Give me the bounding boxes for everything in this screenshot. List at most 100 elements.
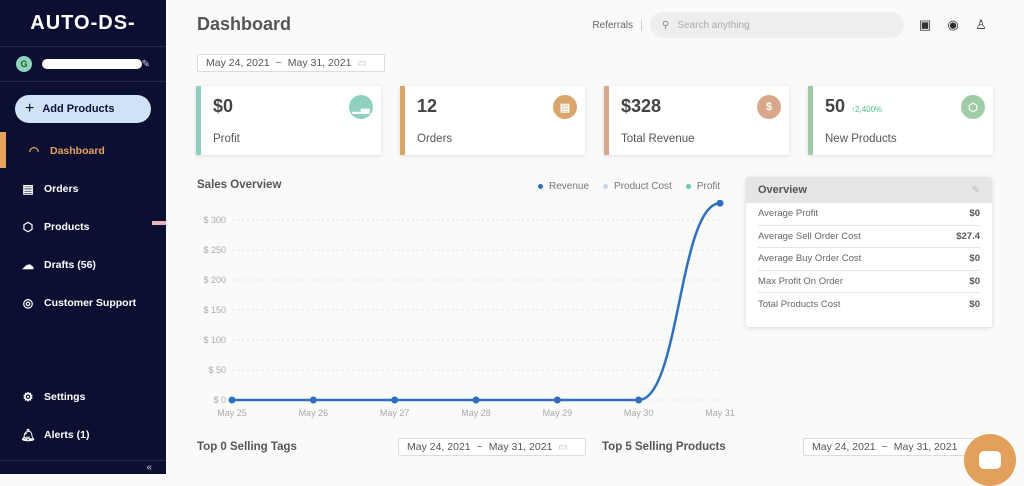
sidebar-item-label: Orders	[44, 183, 79, 195]
sidebar-item-label: Products	[44, 221, 90, 233]
legend-revenue[interactable]: Revenue	[538, 181, 589, 192]
add-products-button[interactable]: + Add Products	[15, 95, 151, 123]
overview-row: Average Sell Order Cost $27.4	[758, 226, 980, 249]
topbar: Referrals ⚲ Search anything ▣ ◉ ♙	[592, 12, 988, 38]
svg-text:May 28: May 28	[461, 408, 491, 418]
legend-profit[interactable]: Profit	[685, 181, 720, 192]
box-icon: ⬡	[22, 220, 34, 234]
page-title: Dashboard	[197, 14, 292, 34]
chart-grid	[232, 219, 720, 401]
cloud-upload-icon: ☁	[22, 258, 34, 272]
sidebar-item-drafts[interactable]: ☁ Drafts (56)	[0, 246, 166, 284]
bell-icon: 🔔︎	[20, 428, 36, 442]
products-date-range-picker[interactable]: May 24, 2021 ~ May 31, 2021	[803, 438, 991, 456]
sidebar-item-customer-support[interactable]: ◎ Customer Support	[0, 284, 166, 322]
data-points	[228, 200, 724, 404]
clipboard-icon: ▤	[22, 182, 34, 196]
collapse-sidebar-icon[interactable]: «	[146, 462, 152, 473]
stat-value: 50 ↑2,400%	[825, 96, 883, 116]
overview-header: Overview ✎	[746, 177, 992, 203]
svg-text:May 26: May 26	[299, 408, 329, 418]
stat-card-profit: $0 Profit ▁▃	[196, 86, 381, 155]
sidebar-item-label: Settings	[44, 391, 86, 403]
overview-row: Total Products Cost $0	[758, 299, 980, 311]
tags-date-range-picker[interactable]: May 24, 2021 ~ May 31, 2021 ▭	[398, 438, 586, 456]
revenue-line	[232, 201, 721, 402]
legend-product-cost[interactable]: Product Cost	[603, 181, 672, 192]
sidebar-item-label: Drafts (56)	[44, 259, 96, 271]
lifebuoy-icon[interactable]: ◉	[947, 17, 959, 32]
logo[interactable]: AUTO-DS-	[30, 11, 136, 34]
top-selling-tags-title: Top 0 Selling Tags	[197, 441, 297, 453]
sidebar-item-label: Customer Support	[44, 297, 137, 309]
user-profile[interactable]: G ✎	[0, 47, 166, 81]
sidebar-item-dashboard[interactable]: ◠ Dashboard	[0, 132, 166, 170]
sales-line-chart[interactable]: $ 0$ 50$ 100$ 150$ 200$ 250$ 300 May 25 M…	[186, 200, 746, 422]
stat-card-orders: 12 Orders ▤	[400, 86, 585, 155]
date-separator: ~	[275, 57, 282, 69]
sidebar-item-label: Alerts (1)	[44, 429, 90, 441]
svg-text:May 31: May 31	[705, 408, 735, 418]
svg-text:$ 0: $ 0	[213, 395, 226, 405]
overview-row: Average Buy Order Cost $0	[758, 248, 980, 271]
sidebar-item-orders[interactable]: ▤ Orders	[0, 170, 166, 208]
live-chat-button[interactable]	[964, 434, 1016, 486]
plus-icon: +	[25, 100, 35, 117]
avatar: G	[16, 56, 32, 72]
stat-value: $0	[213, 96, 234, 116]
svg-text:$ 50: $ 50	[208, 365, 226, 375]
top-selling-products-title: Top 5 Selling Products	[602, 441, 726, 453]
svg-text:May 25: May 25	[217, 408, 247, 418]
headset-icon: ◎	[22, 296, 34, 310]
svg-text:May 27: May 27	[380, 408, 410, 418]
date-start: May 24, 2021	[206, 57, 270, 69]
svg-text:$ 200: $ 200	[203, 275, 226, 285]
stat-card-new-products: 50 ↑2,400% New Products ⬡	[808, 86, 993, 155]
date-end: May 31, 2021	[287, 57, 352, 69]
divider	[0, 46, 166, 47]
user-icon[interactable]: ♙	[975, 17, 987, 32]
gauge-icon: ◠	[28, 144, 40, 158]
pencil-icon[interactable]: ✎	[971, 184, 980, 196]
search-icon: ⚲	[662, 19, 670, 31]
pencil-icon[interactable]: ✎	[141, 58, 150, 70]
delta-badge: ↑2,400%	[851, 105, 883, 114]
document-icon: ▤	[553, 95, 577, 119]
sidebar-item-label: Dashboard	[50, 145, 105, 157]
stat-card-revenue: $328 Total Revenue $	[604, 86, 789, 155]
svg-text:$ 100: $ 100	[203, 335, 226, 345]
stat-label: Total Revenue	[621, 133, 695, 145]
y-axis: $ 0 $ 50 $ 100 $ 150 $ 200 $ 250 $ 300	[203, 215, 226, 405]
chat-icon[interactable]: ▣	[918, 17, 932, 32]
calendar-icon: ▭	[558, 441, 568, 453]
sidebar-item-settings[interactable]: ⚙ Settings	[0, 378, 166, 416]
bar-chart-icon: ▁▃	[349, 95, 373, 119]
svg-text:May 30: May 30	[624, 408, 654, 418]
stat-label: Orders	[417, 133, 453, 145]
stat-value: $328	[621, 96, 662, 116]
dollar-icon: $	[757, 95, 781, 119]
sidebar: AUTO-DS- G ✎ + Add Products ◠ Dashboard …	[0, 0, 166, 474]
referrals-link[interactable]: Referrals	[592, 19, 642, 31]
date-range-picker[interactable]: May 24, 2021 ~ May 31, 2021 ▭	[197, 54, 385, 72]
divider	[0, 460, 166, 461]
svg-text:$ 250: $ 250	[203, 245, 226, 255]
username-redacted	[41, 59, 142, 69]
overview-row: Max Profit On Order $0	[758, 271, 980, 294]
search-placeholder: Search anything	[677, 19, 750, 31]
sidebar-item-products[interactable]: ⬡ Products	[0, 208, 166, 246]
sales-overview-title: Sales Overview	[197, 179, 282, 191]
search-input[interactable]: ⚲ Search anything	[650, 12, 904, 38]
main-content: Dashboard Referrals ⚲ Search anything ▣ …	[166, 0, 1024, 474]
svg-text:$ 150: $ 150	[203, 305, 226, 315]
stat-label: New Products	[825, 133, 897, 145]
svg-text:May 29: May 29	[543, 408, 573, 418]
stat-label: Profit	[213, 133, 240, 145]
overview-title: Overview	[758, 184, 807, 196]
stat-cards: $0 Profit ▁▃ 12 Orders ▤ $328 Total Reve…	[196, 86, 993, 155]
divider	[0, 81, 166, 82]
sidebar-item-alerts[interactable]: 🔔︎ Alerts (1)	[0, 416, 166, 454]
gear-icon: ⚙	[22, 390, 34, 404]
chat-bubble-icon	[979, 451, 1001, 469]
stat-value: 12	[417, 96, 438, 116]
